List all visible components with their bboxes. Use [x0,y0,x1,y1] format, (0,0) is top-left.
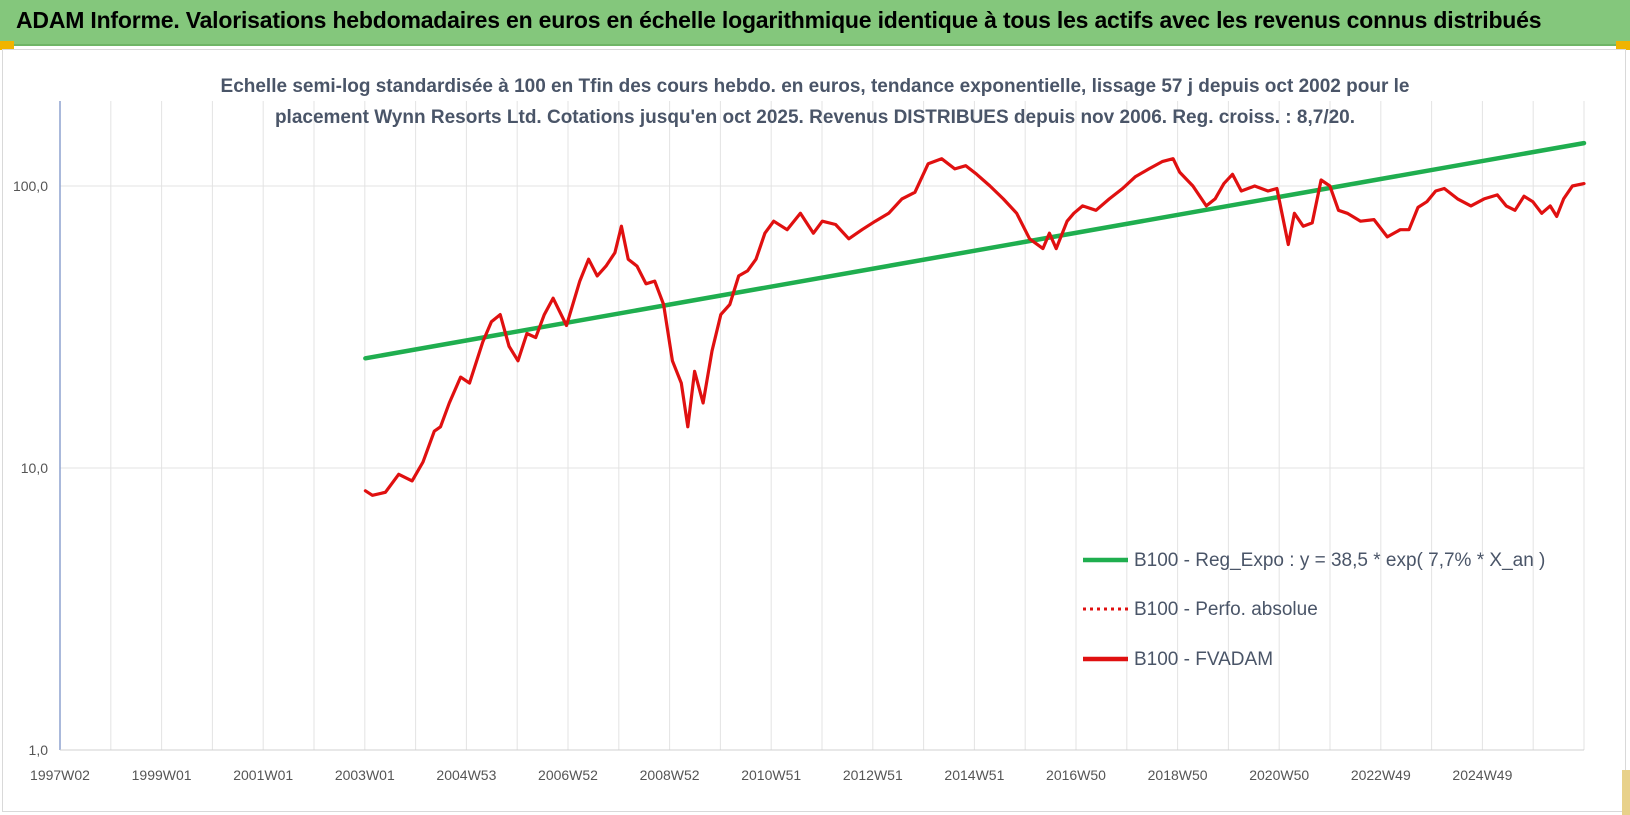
series-layer [363,140,1587,497]
x-tick-label: 2006W52 [538,767,598,783]
chart-title-line-2: placement Wynn Resorts Ltd. Cotations ju… [275,107,1355,128]
series-line-fvadam [363,157,1586,497]
edge-strip [1622,770,1630,815]
x-tick-label: 2018W50 [1148,767,1208,783]
chart-title-line-1: Echelle semi-log standardisée à 100 en T… [221,76,1410,97]
x-tick-label: 2004W53 [436,767,496,783]
x-tick-label: 2001W01 [233,767,293,783]
y-tick-labels: 1,0 10,0 100,0 [13,178,48,758]
legend-label-reg-expo: B100 - Reg_Expo : y = 38,5 * exp( 7,7% *… [1134,550,1545,571]
x-tick-label: 2020W50 [1249,767,1309,783]
corner-marker-right [1616,41,1630,50]
x-tick-label: 2014W51 [944,767,1004,783]
x-tick-label: 2022W49 [1351,767,1411,783]
legend: B100 - Reg_Expo : y = 38,5 * exp( 7,7% *… [1083,550,1545,670]
x-tick-label: 2008W52 [640,767,700,783]
x-tick-label: 2016W50 [1046,767,1106,783]
chart-panel [2,49,1626,812]
y-tick-label: 10,0 [21,460,48,476]
x-tick-labels: 1997W02 1999W01 2001W01 2003W01 2004W53 2006W… [30,767,1513,783]
header-bar: ADAM Informe. Valorisations hebdomadaire… [0,0,1630,46]
y-tick-label: 100,0 [13,178,48,194]
y-tick-label: 1,0 [29,742,49,758]
x-tick-label: 1997W02 [30,767,90,783]
x-tick-label: 2012W51 [843,767,903,783]
legend-label-perfo-absolue: B100 - Perfo. absolue [1134,599,1318,620]
corner-marker-left [0,41,14,50]
x-tick-label: 1999W01 [132,767,192,783]
legend-label-fvadam: B100 - FVADAM [1134,649,1273,670]
grid-lines [60,101,1585,751]
x-tick-label: 2010W51 [741,767,801,783]
x-tick-label: 2024W49 [1452,767,1512,783]
x-tick-label: 2003W01 [335,767,395,783]
page-title: ADAM Informe. Valorisations hebdomadaire… [16,7,1542,33]
